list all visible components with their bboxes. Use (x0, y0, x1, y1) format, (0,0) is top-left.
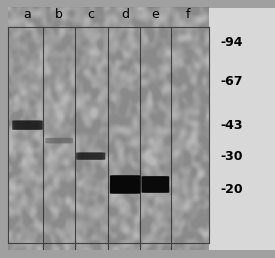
FancyBboxPatch shape (49, 138, 69, 143)
FancyBboxPatch shape (45, 138, 73, 143)
FancyBboxPatch shape (78, 152, 103, 160)
Text: -30: -30 (220, 150, 243, 163)
Text: -43: -43 (220, 119, 243, 132)
FancyBboxPatch shape (12, 120, 43, 130)
Text: e: e (152, 8, 159, 21)
Text: a: a (24, 8, 31, 21)
Text: c: c (87, 8, 94, 21)
FancyBboxPatch shape (14, 120, 41, 130)
FancyBboxPatch shape (76, 152, 105, 160)
FancyBboxPatch shape (47, 138, 71, 143)
Text: -94: -94 (220, 36, 243, 49)
Text: b: b (55, 8, 63, 21)
FancyBboxPatch shape (110, 175, 141, 194)
Bar (8, 8, 209, 250)
Text: d: d (121, 8, 129, 21)
Text: -67: -67 (220, 75, 243, 88)
Text: -20: -20 (220, 183, 243, 196)
Bar (209, 8, 275, 250)
FancyBboxPatch shape (114, 175, 136, 194)
Text: f: f (186, 8, 191, 21)
FancyBboxPatch shape (144, 176, 167, 193)
FancyBboxPatch shape (141, 176, 169, 193)
FancyBboxPatch shape (112, 175, 138, 194)
FancyBboxPatch shape (80, 152, 101, 160)
FancyBboxPatch shape (145, 176, 165, 193)
FancyBboxPatch shape (16, 120, 38, 130)
